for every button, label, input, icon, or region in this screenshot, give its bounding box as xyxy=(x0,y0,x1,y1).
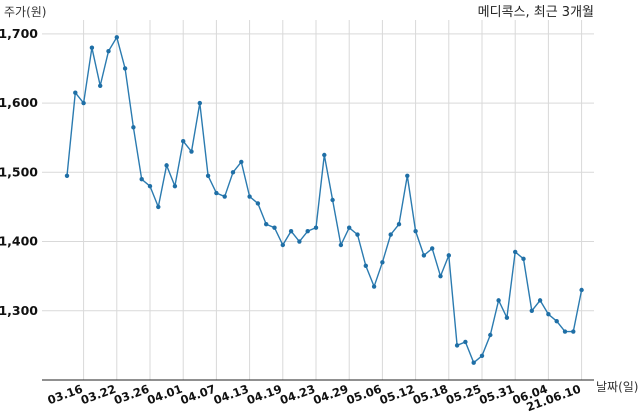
data-point xyxy=(230,170,236,175)
data-point xyxy=(571,329,576,334)
data-point xyxy=(562,329,568,334)
data-point xyxy=(64,173,70,178)
data-point xyxy=(147,183,153,189)
data-point xyxy=(546,312,551,317)
data-point xyxy=(156,204,161,210)
data-point xyxy=(454,343,460,348)
y-tick-labels: 1,300 1,400 1,500 1,600 1,700 xyxy=(0,26,38,318)
data-point xyxy=(371,284,377,289)
data-point xyxy=(73,90,78,95)
data-point xyxy=(479,353,485,358)
data-point xyxy=(280,242,285,248)
data-point xyxy=(239,159,244,165)
data-point xyxy=(504,315,510,320)
y-tick-label: 1,400 xyxy=(0,234,38,249)
data-point xyxy=(131,125,136,130)
data-point xyxy=(214,190,219,196)
y-tick-label: 1,700 xyxy=(0,26,38,41)
data-point xyxy=(421,253,427,258)
data-point xyxy=(388,232,393,237)
data-point xyxy=(181,138,186,144)
data-point xyxy=(405,173,410,178)
data-point xyxy=(488,332,493,338)
data-point xyxy=(380,260,385,265)
data-point xyxy=(355,232,360,237)
price-points xyxy=(64,35,584,365)
data-point xyxy=(122,66,128,71)
data-point xyxy=(255,201,261,206)
x-axis-label: 날짜(일) xyxy=(596,380,638,394)
data-point xyxy=(313,225,319,230)
data-point xyxy=(496,298,501,303)
data-point xyxy=(430,246,435,251)
data-point xyxy=(513,249,518,255)
data-point xyxy=(164,163,169,168)
data-point xyxy=(205,173,211,178)
y-tick-label: 1,600 xyxy=(0,95,38,110)
data-point xyxy=(89,45,95,50)
chart-title: 메디콕스, 최근 3개월 xyxy=(478,5,594,20)
data-point xyxy=(396,222,402,227)
data-point xyxy=(363,263,368,268)
data-point xyxy=(288,228,294,234)
data-point xyxy=(463,339,468,345)
data-point xyxy=(537,298,543,303)
data-point xyxy=(98,83,103,88)
price-series-line xyxy=(66,35,583,364)
y-tick-label: 1,500 xyxy=(0,164,38,179)
data-point xyxy=(338,242,344,248)
data-point xyxy=(579,287,584,293)
data-point xyxy=(297,239,302,244)
data-point xyxy=(554,318,559,324)
data-point xyxy=(197,100,202,106)
data-point xyxy=(139,177,144,182)
grid xyxy=(42,20,594,380)
data-point xyxy=(189,149,194,154)
data-point xyxy=(471,360,476,365)
data-point xyxy=(305,228,310,234)
data-point xyxy=(114,35,120,40)
data-point xyxy=(81,100,86,106)
data-point xyxy=(272,225,277,230)
data-point xyxy=(413,228,418,234)
y-tick-label: 1,300 xyxy=(0,303,38,318)
data-point xyxy=(247,194,252,199)
data-point xyxy=(322,152,327,158)
data-point xyxy=(446,253,451,258)
data-point xyxy=(264,222,269,227)
data-point xyxy=(222,194,227,199)
data-point xyxy=(438,273,443,279)
data-point xyxy=(347,225,352,230)
data-point xyxy=(529,308,534,313)
data-point xyxy=(172,183,178,189)
data-point xyxy=(106,48,111,54)
y-axis-label: 주가(원) xyxy=(4,5,46,19)
data-point xyxy=(330,197,335,203)
x-tick-labels: 03.1603.2203.2604.0104.0704.1304.1904.23… xyxy=(46,382,583,415)
data-point xyxy=(521,256,526,262)
